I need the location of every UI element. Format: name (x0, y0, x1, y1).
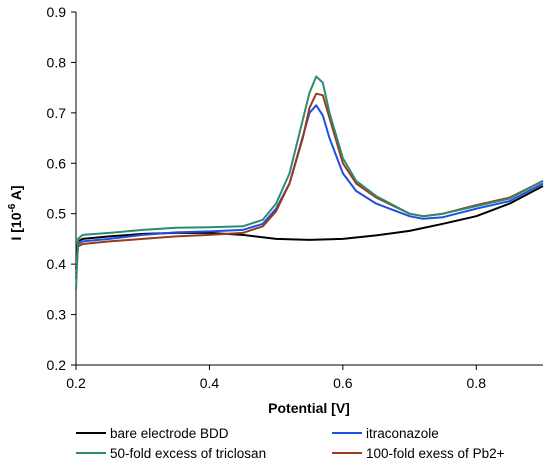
series-line-0 (75, 185, 544, 270)
series-lines (75, 75, 544, 290)
x-tick-label: 0.8 (467, 375, 487, 391)
y-tick-label: 0.3 (47, 307, 67, 323)
legend-label-3: 100-fold exess of Pb2+ (366, 446, 505, 461)
y-tick-label: 0.8 (47, 54, 67, 70)
y-tick-label: 0.4 (47, 256, 67, 272)
y-axis-label-unit: A] (8, 185, 24, 203)
y-tick-label: 0.9 (47, 4, 67, 20)
y-tick-label: 0.6 (47, 155, 67, 171)
legend-label-2: 50-fold excess of triclosan (110, 446, 266, 461)
y-tick-label: 0.7 (47, 105, 67, 121)
legend: bare electrode BDD itraconazole 50-fold ex… (76, 426, 505, 461)
y-ticks: 0.2 0.3 0.4 0.5 0.6 0.7 0.8 0.9 (47, 4, 76, 373)
y-tick-label: 0.5 (47, 206, 67, 222)
x-tick-label: 0.4 (200, 375, 220, 391)
x-tick-label: 0.2 (66, 375, 86, 391)
x-tick-label: 0.6 (333, 375, 353, 391)
y-axis-label: I [10-6 A] (7, 185, 24, 240)
x-axis-label: Potential [V] (268, 400, 350, 416)
legend-label-0: bare electrode BDD (110, 426, 229, 441)
series-line-2 (75, 75, 544, 290)
series-line-1 (75, 104, 544, 280)
x-ticks: 0.2 0.4 0.6 0.8 (66, 365, 486, 391)
y-tick-label: 0.2 (47, 357, 67, 373)
y-axis-label-exponent: -6 (7, 203, 18, 212)
y-axis-label-base: I [10 (8, 212, 24, 240)
legend-label-1: itraconazole (366, 426, 439, 441)
plot-area: 0.2 0.4 0.6 0.8 0.2 0.3 0.4 0.5 0.6 0.7 0.8 0.9 (47, 4, 544, 391)
series-line-3 (75, 92, 544, 275)
